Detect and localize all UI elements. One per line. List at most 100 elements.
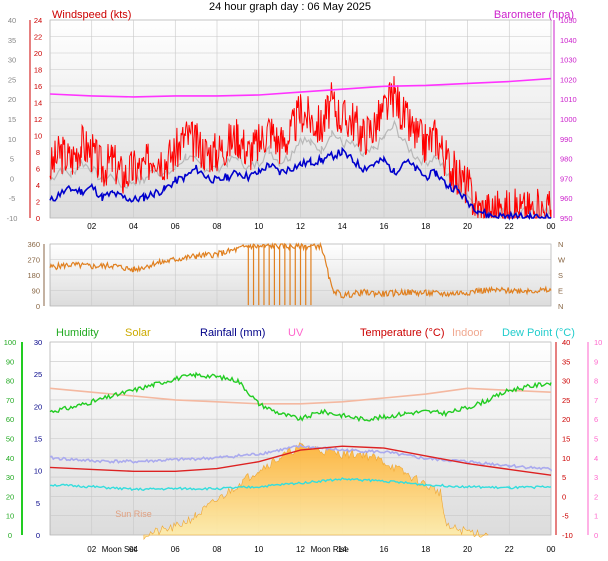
left-tick-label: 8 — [36, 148, 40, 157]
uv-tick-label: 1 — [594, 512, 598, 521]
wind-barometer-panel: Windspeed (kts) Barometer (hpa)4035302520… — [7, 9, 577, 231]
right-tick-label: 1040 — [560, 36, 577, 45]
rain-tick-label: 5 — [36, 499, 40, 508]
uv-tick-label: 4 — [594, 454, 598, 463]
left-tick-label: 20 — [34, 49, 42, 58]
x-tick-label: 00 — [547, 545, 556, 554]
right-tick-label: 990 — [560, 135, 573, 144]
right-axis-title: Barometer (hpa) — [494, 9, 574, 21]
x-tick-label: 10 — [254, 222, 263, 231]
temperature-tick-label: 0 — [562, 492, 566, 501]
rain-tick-label: 15 — [34, 435, 42, 444]
moon-rise-label: Moon Rise — [311, 545, 350, 554]
left-tick-label: 14 — [34, 99, 42, 108]
temperature-tick-label: 20 — [562, 415, 570, 424]
rain-tick-label: 25 — [34, 370, 42, 379]
compass-label: E — [558, 287, 563, 296]
uv-tick-label: 5 — [594, 435, 598, 444]
right-tick-label: 1020 — [560, 75, 577, 84]
x-tick-label: 06 — [171, 222, 180, 231]
x-tick-label: 12 — [296, 222, 305, 231]
temperature-series-line — [49, 445, 552, 476]
humidity-tick-label: 50 — [6, 435, 14, 444]
outer-tick-label: 15 — [8, 115, 16, 124]
barometer-series-line — [49, 77, 552, 98]
direction-tick-label: 90 — [32, 287, 40, 296]
uv-tick-label: 6 — [594, 415, 598, 424]
legend-label: UV — [288, 327, 304, 339]
compass-label: N — [558, 302, 563, 311]
chart-title: 24 hour graph day : 06 May 2025 — [209, 1, 371, 13]
x-tick-label: 12 — [296, 545, 305, 554]
compass-label: W — [558, 256, 566, 265]
direction-tick-label: 360 — [27, 240, 40, 249]
temperature-tick-label: 40 — [562, 338, 570, 347]
left-tick-label: 22 — [34, 33, 42, 42]
outer-tick-label: 5 — [10, 155, 14, 164]
uv-tick-label: 7 — [594, 396, 598, 405]
uv-tick-label: 9 — [594, 357, 598, 366]
x-tick-label: 04 — [129, 545, 138, 554]
legend-label: Indoor — [452, 327, 484, 339]
legend-label: Temperature (°C) — [360, 327, 444, 339]
temperature-2-series-line — [49, 443, 552, 472]
uv-tick-label: 8 — [594, 377, 598, 386]
x-tick-label: 06 — [171, 545, 180, 554]
humidity-tick-label: 100 — [4, 338, 17, 347]
rain-tick-label: 10 — [34, 467, 42, 476]
right-tick-label: 1030 — [560, 56, 577, 65]
temperature-tick-label: -10 — [562, 531, 573, 540]
temperature-tick-label: 25 — [562, 396, 570, 405]
compass-label: S — [558, 271, 563, 280]
left-tick-label: 10 — [34, 132, 42, 141]
outer-tick-label: -5 — [9, 194, 16, 203]
temperature-tick-label: 10 — [562, 454, 570, 463]
outer-tick-label: 10 — [8, 135, 16, 144]
x-tick-label: 16 — [380, 222, 389, 231]
weather-panel: Humidity Solar Rainfall (mm) UV Temperature … — [4, 327, 603, 554]
temperature-tick-label: 5 — [562, 473, 566, 482]
x-tick-label: 20 — [463, 545, 472, 554]
uv-tick-label: 0 — [594, 531, 598, 540]
humidity-tick-label: 60 — [6, 415, 14, 424]
legend-label: Solar — [125, 327, 151, 339]
uv-tick-label: 10 — [594, 338, 602, 347]
temperature-tick-label: 30 — [562, 377, 570, 386]
x-tick-label: 14 — [338, 545, 347, 554]
outer-tick-label: 20 — [8, 95, 16, 104]
indoor-series-line — [49, 387, 552, 405]
outer-tick-label: 40 — [8, 16, 16, 25]
x-tick-label: 16 — [380, 545, 389, 554]
uv-tick-label: 2 — [594, 492, 598, 501]
humidity-tick-label: 10 — [6, 512, 14, 521]
x-tick-label: 02 — [87, 222, 96, 231]
legend-label: Dew Point (°C) — [502, 327, 575, 339]
x-tick-label: 10 — [254, 545, 263, 554]
temperature-tick-label: 15 — [562, 435, 570, 444]
gust-series-line — [49, 76, 552, 219]
x-tick-label: 00 — [547, 222, 556, 231]
humidity-tick-label: 30 — [6, 473, 14, 482]
x-tick-label: 22 — [505, 545, 514, 554]
humidity-tick-label: 40 — [6, 454, 14, 463]
right-tick-label: 950 — [560, 214, 573, 223]
humidity-tick-label: 70 — [6, 396, 14, 405]
humidity-tick-label: 90 — [6, 357, 14, 366]
x-tick-label: 14 — [338, 222, 347, 231]
rain-tick-label: 30 — [34, 338, 42, 347]
right-tick-label: 970 — [560, 174, 573, 183]
humidity-tick-label: 80 — [6, 377, 14, 386]
outer-tick-label: 0 — [10, 174, 14, 183]
uv-tick-label: 3 — [594, 473, 598, 482]
outer-tick-label: 30 — [8, 56, 16, 65]
legend-label: Humidity — [56, 327, 99, 339]
x-tick-label: 18 — [421, 222, 430, 231]
right-tick-label: 960 — [560, 194, 573, 203]
direction-tick-label: 270 — [27, 256, 40, 265]
temperature-tick-label: 35 — [562, 357, 570, 366]
rain-tick-label: 20 — [34, 402, 42, 411]
rain-tick-label: 0 — [36, 531, 40, 540]
compass-label: N — [558, 240, 563, 249]
